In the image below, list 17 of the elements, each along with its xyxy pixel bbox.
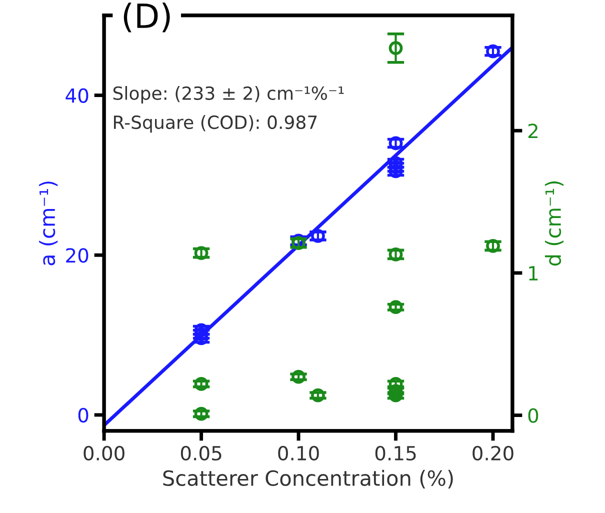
x-axis-title: Scatterer Concentration (%) xyxy=(163,470,453,488)
y2-tick-label: 0 xyxy=(528,408,538,423)
y-axis-title: a (cm⁻¹) xyxy=(39,182,58,266)
annotation: R-Square (COD): 0.987 xyxy=(114,115,317,133)
chart-title: (D) xyxy=(124,2,170,32)
y-tick-label: 40 xyxy=(66,88,88,103)
x-tick-label: 0.15 xyxy=(375,446,416,461)
y-tick-label: 0 xyxy=(78,408,88,423)
x-tick-label: 0.10 xyxy=(278,446,319,461)
x-tick-label: 0.20 xyxy=(472,446,514,461)
annotation: Slope: (233 ± 2) cm⁻¹%⁻¹ xyxy=(113,86,344,104)
y2-tick-label: 2 xyxy=(528,124,538,138)
y2-tick-label: 1 xyxy=(529,266,538,280)
x-tick-label: 0.00 xyxy=(84,446,124,461)
y2-axis-title: d (cm⁻¹) xyxy=(544,181,564,266)
y-tick-label: 20 xyxy=(66,248,88,263)
x-tick-label: 0.05 xyxy=(180,446,222,461)
